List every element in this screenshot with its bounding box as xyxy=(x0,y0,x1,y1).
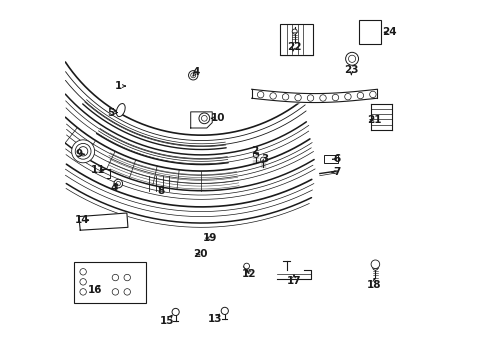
Text: 10: 10 xyxy=(210,113,224,123)
Circle shape xyxy=(221,307,228,315)
Text: 23: 23 xyxy=(344,64,358,75)
Circle shape xyxy=(331,94,338,101)
Text: 16: 16 xyxy=(87,285,102,296)
Circle shape xyxy=(319,95,325,101)
Text: 9: 9 xyxy=(75,149,82,159)
Circle shape xyxy=(356,92,363,99)
Circle shape xyxy=(253,152,258,158)
Text: 22: 22 xyxy=(286,42,301,51)
Circle shape xyxy=(72,140,94,163)
Text: 14: 14 xyxy=(75,215,89,225)
Circle shape xyxy=(112,274,119,281)
Text: 2: 2 xyxy=(250,145,258,156)
Circle shape xyxy=(282,94,288,100)
Circle shape xyxy=(199,113,209,124)
Text: 7: 7 xyxy=(333,167,340,177)
Text: 20: 20 xyxy=(193,248,207,258)
Circle shape xyxy=(172,309,179,316)
Circle shape xyxy=(190,73,195,78)
Text: 4: 4 xyxy=(111,183,118,193)
Circle shape xyxy=(257,91,264,98)
Circle shape xyxy=(369,91,375,98)
Text: 18: 18 xyxy=(366,280,381,290)
Circle shape xyxy=(80,279,86,285)
Circle shape xyxy=(112,289,119,295)
Text: 5: 5 xyxy=(107,108,115,118)
Circle shape xyxy=(80,269,86,275)
Text: 13: 13 xyxy=(207,314,222,324)
Circle shape xyxy=(188,71,198,80)
Circle shape xyxy=(201,116,207,121)
Circle shape xyxy=(348,55,355,62)
Circle shape xyxy=(80,289,86,295)
Circle shape xyxy=(116,181,120,186)
Circle shape xyxy=(124,274,130,281)
Text: 17: 17 xyxy=(286,276,301,286)
Circle shape xyxy=(260,157,265,162)
FancyBboxPatch shape xyxy=(74,262,145,303)
Text: 8: 8 xyxy=(157,186,164,197)
Circle shape xyxy=(294,94,301,101)
Circle shape xyxy=(306,95,313,101)
Text: 19: 19 xyxy=(203,233,217,243)
Polygon shape xyxy=(79,213,128,230)
Circle shape xyxy=(124,289,130,295)
Circle shape xyxy=(370,260,379,269)
Circle shape xyxy=(75,143,91,159)
Text: 6: 6 xyxy=(333,154,340,164)
FancyBboxPatch shape xyxy=(359,21,381,44)
Circle shape xyxy=(292,29,297,34)
Text: 12: 12 xyxy=(241,269,256,279)
Circle shape xyxy=(114,179,122,188)
Text: 24: 24 xyxy=(382,27,396,37)
Text: 11: 11 xyxy=(91,165,105,175)
Circle shape xyxy=(244,263,249,269)
FancyBboxPatch shape xyxy=(324,155,337,163)
Circle shape xyxy=(78,147,88,156)
Text: 4: 4 xyxy=(192,67,200,77)
Text: 1: 1 xyxy=(114,81,122,91)
Circle shape xyxy=(345,52,358,65)
FancyBboxPatch shape xyxy=(279,24,312,55)
Ellipse shape xyxy=(116,104,125,117)
Text: 15: 15 xyxy=(160,316,174,325)
Circle shape xyxy=(344,94,350,100)
Circle shape xyxy=(269,93,276,99)
Text: 21: 21 xyxy=(366,115,381,125)
Text: 3: 3 xyxy=(261,154,268,164)
Circle shape xyxy=(372,265,377,270)
